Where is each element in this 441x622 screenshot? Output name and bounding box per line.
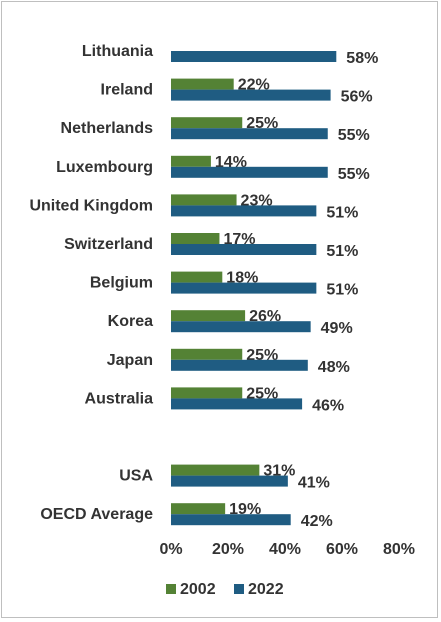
category-label: Belgium: [90, 275, 153, 292]
x-tick-label: 20%: [212, 541, 244, 558]
bar-2022: [171, 475, 288, 487]
bar-2002: [171, 310, 246, 322]
data-label-2002: 22%: [238, 77, 270, 94]
bar-2002: [171, 348, 243, 360]
category-label: Switzerland: [64, 236, 153, 253]
bar-2002: [171, 117, 243, 129]
bar-2022: [171, 166, 328, 178]
data-label-2002: 23%: [241, 192, 273, 209]
legend-swatch-2022: [234, 584, 244, 594]
data-label-2022: 42%: [301, 513, 333, 530]
legend-label-2002: 2002: [180, 581, 216, 598]
bar-2002: [171, 464, 260, 476]
bar-2022: [171, 89, 331, 101]
data-label-2022: 41%: [298, 475, 330, 492]
data-label-2022: 58%: [346, 50, 378, 67]
data-label-2022: 55%: [338, 127, 370, 144]
category-label: OECD Average: [40, 506, 153, 523]
data-label-2022: 51%: [326, 243, 358, 260]
bar-2022: [171, 398, 303, 410]
x-tick-label: 0%: [159, 541, 182, 558]
data-label-2002: 25%: [246, 347, 278, 364]
data-label-2022: 51%: [326, 282, 358, 299]
category-label: USA: [119, 468, 153, 485]
category-label: Japan: [107, 352, 153, 369]
bar-2022: [171, 128, 328, 140]
bar-2022: [171, 359, 308, 371]
data-label-2002: 25%: [246, 115, 278, 132]
bar-2022: [171, 282, 317, 294]
data-label-2002: 14%: [215, 154, 247, 171]
bar-2002: [171, 233, 220, 244]
data-label-2002: 26%: [249, 308, 281, 325]
category-label: Luxembourg: [56, 159, 153, 176]
legend-swatch-2002: [166, 584, 176, 594]
bar-2002: [171, 271, 223, 283]
bar-2022: [171, 244, 317, 255]
data-label-2022: 49%: [321, 320, 353, 337]
data-label-2002: 31%: [263, 463, 295, 480]
data-label-2022: 46%: [312, 397, 344, 414]
data-label-2002: 19%: [229, 501, 261, 518]
category-label: Korea: [108, 313, 153, 330]
legend-label-2022: 2022: [248, 581, 284, 598]
category-label: Ireland: [101, 82, 153, 99]
category-label: Australia: [85, 390, 154, 407]
category-label: Netherlands: [61, 120, 154, 137]
x-tick-label: 80%: [383, 541, 415, 558]
x-tick-label: 60%: [326, 541, 358, 558]
data-label-2022: 48%: [318, 359, 350, 376]
bar-2022: [171, 51, 337, 62]
data-label-2002: 25%: [246, 385, 278, 402]
data-label-2022: 51%: [326, 204, 358, 221]
bar-2022: [171, 514, 291, 526]
data-label-2002: 18%: [226, 270, 258, 287]
bar-2022: [171, 205, 317, 217]
data-label-2022: 56%: [341, 89, 373, 106]
category-label: United Kingdom: [29, 197, 153, 214]
data-label-2002: 17%: [223, 231, 255, 248]
bar-2002: [171, 78, 234, 90]
bar-2022: [171, 321, 311, 333]
category-label: Lithuania: [82, 43, 153, 60]
x-tick-label: 40%: [269, 541, 301, 558]
bar-2002: [171, 194, 237, 206]
bar-2002: [171, 503, 226, 515]
bar-2002: [171, 155, 211, 167]
bar-2002: [171, 387, 243, 399]
data-label-2022: 55%: [338, 166, 370, 183]
